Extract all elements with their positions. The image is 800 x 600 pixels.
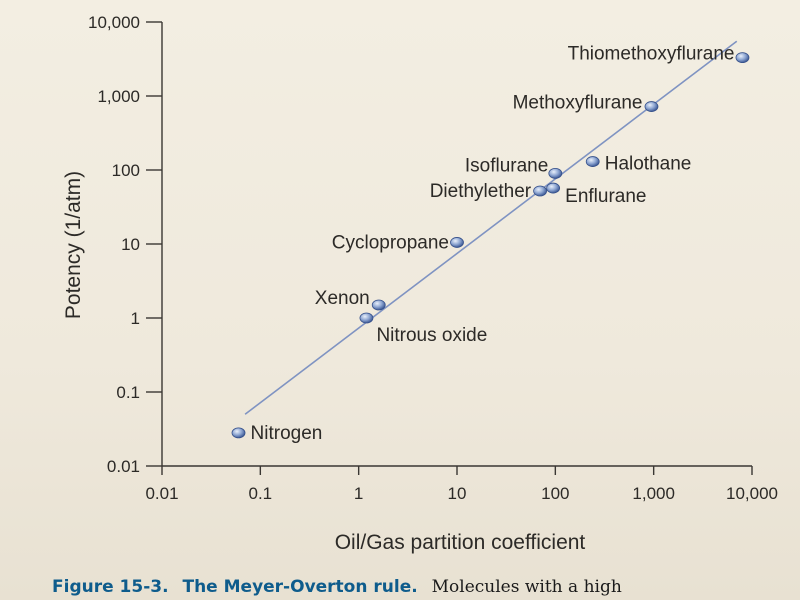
- x-tick-label: 1: [354, 484, 363, 503]
- y-tick-label: 1: [131, 309, 140, 328]
- y-tick-label: 0.1: [116, 383, 140, 402]
- point-xenon: [371, 299, 386, 311]
- figure-title: The Meyer-Overton rule.: [182, 577, 418, 597]
- y-tick-label: 1,000: [97, 87, 140, 106]
- y-tick-label: 10: [121, 235, 140, 254]
- point-enflurane: [546, 182, 561, 194]
- label-enflurane: Enflurane: [565, 186, 646, 207]
- points-layer: [231, 52, 750, 439]
- x-tick-label: 0.1: [249, 484, 273, 503]
- x-tick-label: 10,000: [726, 484, 778, 503]
- x-tick-label: 0.01: [145, 484, 178, 503]
- label-diethylether: Diethylether: [430, 181, 532, 202]
- point-methoxyflurane: [644, 101, 659, 112]
- chart-axes: 0.01 0.1 1 10 100 1,000 10,000 0.01 0.1 1 10 100 1,0…: [88, 13, 778, 503]
- x-tick-label: 10: [448, 484, 467, 503]
- point-labels-layer: Nitrogen Nitrous oxide Xenon Cyclopropane Di…: [251, 44, 735, 444]
- label-xenon: Xenon: [315, 288, 370, 309]
- trendline-layer: [244, 40, 738, 415]
- caption-text: Molecules with a high: [431, 577, 622, 597]
- label-methoxyflurane: Methoxyflurane: [513, 93, 643, 114]
- x-axis-title: Oil/Gas partition coefficient: [335, 531, 586, 554]
- point-thiomethoxyflurane: [735, 52, 750, 64]
- figure-number: Figure 15-3.: [52, 577, 169, 597]
- point-nitrous-oxide: [359, 312, 374, 324]
- label-cyclopropane: Cyclopropane: [332, 232, 449, 253]
- point-halothane: [585, 156, 600, 167]
- meyer-overton-chart: 0.01 0.1 1 10 100 1,000 10,000 0.01 0.1 1 10 100 1,0…: [62, 13, 778, 554]
- label-nitrous-oxide: Nitrous oxide: [376, 325, 487, 346]
- trendline: [244, 40, 738, 415]
- y-axis-title: Potency (1/atm): [62, 171, 85, 319]
- point-cyclopropane: [450, 237, 464, 248]
- x-tick-label: 100: [541, 484, 569, 503]
- label-isoflurane: Isoflurane: [465, 155, 548, 176]
- label-thiomethoxyflurane: Thiomethoxyflurane: [568, 44, 735, 65]
- y-tick-label: 0.01: [107, 457, 140, 476]
- label-nitrogen: Nitrogen: [251, 423, 323, 444]
- y-tick-label: 100: [112, 161, 140, 180]
- point-diethylether: [533, 185, 548, 197]
- x-tick-label: 1,000: [632, 484, 675, 503]
- label-halothane: Halothane: [605, 154, 692, 175]
- figure-caption: Figure 15-3. The Meyer-Overton rule. Mol…: [52, 577, 800, 600]
- y-tick-label: 10,000: [88, 13, 140, 32]
- point-nitrogen: [231, 427, 246, 439]
- point-isoflurane: [548, 167, 563, 179]
